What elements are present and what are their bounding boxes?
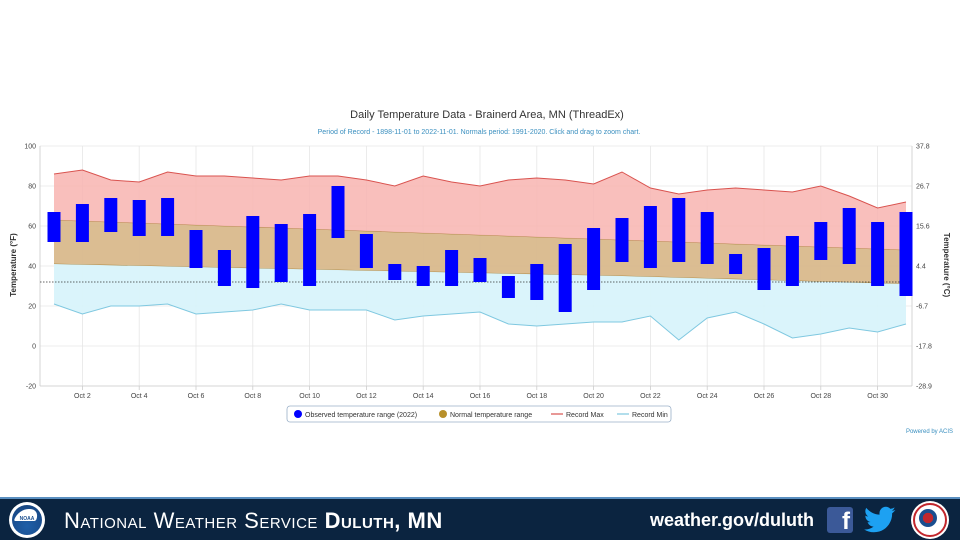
facebook-icon[interactable]: f (827, 507, 853, 533)
twitter-icon[interactable] (864, 506, 896, 534)
footer-banner: NOAA National Weather Service Duluth, MN… (0, 497, 960, 540)
observed-bar (189, 230, 203, 268)
record-max-fill (54, 170, 906, 250)
observed-bar (729, 254, 743, 274)
record-min-fill (54, 264, 906, 340)
legend-item-record-min[interactable]: Record Min (617, 412, 668, 419)
observed-bar (359, 234, 373, 268)
nws-logo (911, 501, 949, 539)
x-tick-label: Oct 20 (583, 393, 604, 400)
observed-bar (615, 218, 629, 262)
x-tick-label: Oct 8 (244, 393, 261, 400)
observed-bar (501, 276, 515, 298)
observed-bar (700, 212, 714, 264)
legend-item-observed[interactable]: Observed temperature range (2022) (294, 410, 417, 419)
record-min-line (53, 303, 907, 341)
observed-bar (530, 264, 544, 300)
y-tick-right-label: -6.7 (916, 304, 928, 311)
x-tick-label: Oct 26 (754, 393, 775, 400)
x-tick-label: Oct 12 (356, 393, 377, 400)
y-tick-right-label: 26.7 (916, 184, 930, 191)
observed-bar (161, 198, 175, 236)
x-tick-label: Oct 14 (413, 393, 434, 400)
observed-bar (899, 212, 913, 296)
observed-bar (871, 222, 885, 286)
y-tick-right-label: 37.8 (916, 144, 930, 151)
x-tick-label: Oct 30 (867, 393, 888, 400)
legend-record-max-label: Record Max (566, 412, 604, 419)
observed-bar (274, 224, 288, 282)
observed-bar (785, 236, 799, 286)
legend-normal-marker (439, 410, 447, 418)
legend-observed-label: Observed temperature range (2022) (305, 412, 417, 419)
y-axis-left-ticks: -20 0 20 40 60 80 100 (24, 144, 36, 391)
chart-legend: Observed temperature range (2022) Normal… (286, 405, 672, 423)
x-tick-label: Oct 10 (299, 393, 320, 400)
y-tick-left-label: 20 (28, 304, 36, 311)
legend-item-normal[interactable]: Normal temperature range (439, 410, 532, 419)
observed-bar (643, 206, 657, 268)
record-min-area (53, 264, 907, 341)
legend-record-min-label: Record Min (632, 412, 668, 419)
temperature-chart[interactable]: Daily Temperature Data - Brainerd Area, … (0, 0, 960, 500)
y-tick-left-label: 60 (28, 224, 36, 231)
observed-bar (47, 212, 61, 242)
x-tick-label: Oct 2 (74, 393, 91, 400)
x-tick-label: Oct 4 (131, 393, 148, 400)
acis-credit-link[interactable]: Powered by ACIS (906, 429, 953, 435)
observed-bar (104, 198, 118, 232)
observed-bar (416, 266, 430, 286)
x-tick-label: Oct 24 (697, 393, 718, 400)
chart-subtitle: Period of Record - 1898-11-01 to 2022-11… (318, 129, 641, 136)
legend-item-record-max[interactable]: Record Max (551, 412, 604, 419)
y-tick-left-label: 0 (32, 344, 36, 351)
legend-observed-marker (294, 410, 302, 418)
observed-bar (217, 250, 231, 286)
legend-box (286, 405, 672, 423)
observed-bar (246, 216, 260, 288)
y-axis-right-title: Temperature (°C) (942, 233, 951, 298)
observed-bar (445, 250, 459, 286)
office-url[interactable]: weather.gov/duluth (650, 510, 815, 530)
org-name: National Weather Service (64, 508, 318, 533)
observed-bar (814, 222, 828, 260)
observed-bar (331, 186, 345, 238)
noaa-logo: NOAA (9, 502, 45, 538)
office-name: Duluth, MN (324, 508, 443, 533)
observed-bar (587, 228, 601, 290)
observed-bar (132, 200, 146, 236)
observed-bar (558, 244, 572, 312)
x-tick-label: Oct 22 (640, 393, 661, 400)
chart-title: Daily Temperature Data - Brainerd Area, … (350, 109, 624, 121)
y-tick-left-label: 40 (28, 264, 36, 271)
observed-bar (473, 258, 487, 282)
legend-normal-label: Normal temperature range (450, 412, 532, 419)
record-max-line (53, 169, 907, 209)
y-tick-right-label: 4.4 (916, 264, 926, 271)
y-axis-right-ticks: -28.9 -17.8 -6.7 4.4 15.6 26.7 37.8 (916, 144, 932, 391)
x-axis-ticks: Oct 2 Oct 4 Oct 6 Oct 8 Oct 10 Oct 12 Oct 14 Oc… (74, 386, 888, 400)
y-tick-left-label: -20 (26, 384, 36, 391)
x-tick-label: Oct 16 (470, 393, 491, 400)
x-tick-label: Oct 18 (526, 393, 547, 400)
y-tick-left-label: 100 (24, 144, 36, 151)
x-tick-label: Oct 6 (188, 393, 205, 400)
y-tick-left-label: 80 (28, 184, 36, 191)
observed-bar (303, 214, 317, 286)
observed-bar (672, 198, 686, 262)
observed-bar (388, 264, 402, 280)
y-axis-left-title: Temperature (°F) (9, 233, 18, 297)
y-tick-right-label: 15.6 (916, 224, 930, 231)
y-tick-right-label: -28.9 (916, 384, 932, 391)
office-title: National Weather Service Duluth, MN (64, 508, 443, 534)
x-tick-label: Oct 28 (810, 393, 831, 400)
observed-bar (75, 204, 89, 242)
observed-range-bars (47, 186, 913, 312)
noaa-logo-text: NOAA (19, 516, 35, 522)
y-tick-right-label: -17.8 (916, 344, 932, 351)
observed-bar (842, 208, 856, 264)
normal-band-fill (54, 220, 906, 284)
record-max-area (53, 169, 907, 250)
observed-bar (757, 248, 771, 290)
